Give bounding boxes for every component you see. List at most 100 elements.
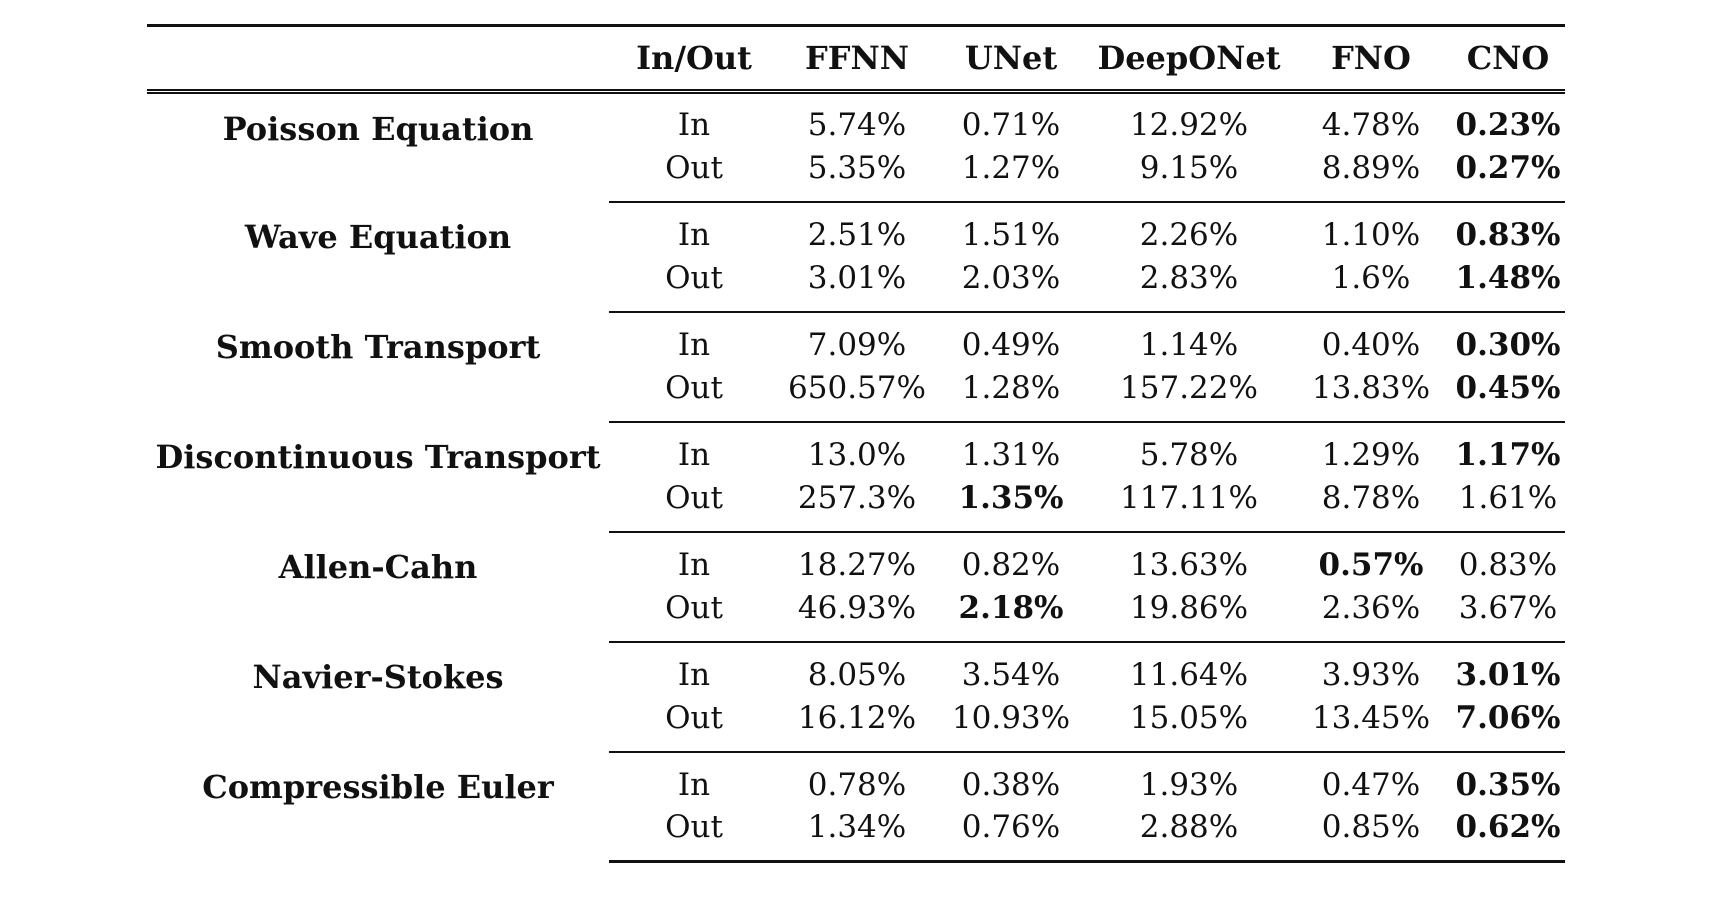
cell-ffnn: 2.51% — [807, 216, 907, 253]
split-label: In — [677, 546, 711, 583]
benchmark-name: Navier-Stokes — [252, 657, 504, 696]
header-fno: FNO — [1291, 24, 1451, 94]
cell-ffnn: 8.05% — [807, 656, 907, 693]
cell-unet: 1.31% — [961, 436, 1061, 473]
cell-unet: 0.76% — [935, 804, 1087, 863]
table-row: Out 5.35% 1.27% 9.15% 8.89% 0.27% — [147, 144, 1565, 203]
cell-deeponet: 1.14% — [1139, 326, 1239, 363]
split-label: In — [677, 436, 711, 473]
table-row: Poisson Equation In 5.74% 0.71% 12.92% 4… — [147, 92, 1565, 148]
cell-deeponet: 1.93% — [1139, 766, 1239, 803]
cell-fno: 1.6% — [1291, 254, 1451, 313]
cell-unet: 1.35% — [935, 474, 1087, 533]
benchmark-name: Poisson Equation — [222, 110, 534, 148]
cell-unet: 1.28% — [935, 364, 1087, 423]
table-row: Compressible Euler In 0.78% 0.38% 1.93% … — [147, 752, 1565, 806]
table-row: Allen-Cahn In 18.27% 0.82% 13.63% 0.57% … — [147, 532, 1565, 586]
benchmark-name: Wave Equation — [244, 217, 512, 256]
cell-unet: 0.49% — [961, 326, 1061, 363]
split-label: In — [677, 326, 711, 363]
cell-unet: 2.18% — [935, 584, 1087, 643]
table-row: Smooth Transport In 7.09% 0.49% 1.14% 0.… — [147, 312, 1565, 366]
cell-unet: 1.27% — [935, 144, 1087, 203]
cell-deeponet: 2.26% — [1139, 216, 1239, 253]
cell-ffnn: 7.09% — [807, 326, 907, 363]
cell-fno: 13.83% — [1291, 364, 1451, 423]
split-label: Out — [609, 694, 779, 753]
header-in-out: In/Out — [609, 24, 779, 94]
cell-fno: 8.78% — [1291, 474, 1451, 533]
header-cno: CNO — [1451, 24, 1565, 94]
cell-fno: 3.93% — [1321, 656, 1421, 693]
cell-fno: 1.29% — [1321, 436, 1421, 473]
cell-fno: 4.78% — [1321, 107, 1421, 144]
cell-unet: 10.93% — [935, 694, 1087, 753]
table-row: Out 257.3% 1.35% 117.11% 8.78% 1.61% — [147, 474, 1565, 533]
table-row: Out 46.93% 2.18% 19.86% 2.36% 3.67% — [147, 584, 1565, 643]
benchmark-name: Allen-Cahn — [278, 547, 478, 586]
cell-cno: 1.48% — [1451, 254, 1565, 313]
cell-cno: 0.62% — [1451, 804, 1565, 863]
header-ffnn: FFNN — [779, 24, 935, 94]
table-row: Discontinuous Transport In 13.0% 1.31% 5… — [147, 422, 1565, 476]
table-row: Navier-Stokes In 8.05% 3.54% 11.64% 3.93… — [147, 642, 1565, 696]
cell-deeponet: 157.22% — [1087, 364, 1291, 423]
cell-fno: 1.10% — [1321, 216, 1421, 253]
cell-cno: 0.30% — [1455, 326, 1561, 363]
benchmark-name: Smooth Transport — [215, 327, 541, 366]
cell-unet: 0.71% — [961, 107, 1061, 144]
cell-ffnn: 1.34% — [779, 804, 935, 863]
benchmark-name: Discontinuous Transport — [155, 437, 601, 476]
cell-deeponet: 2.83% — [1087, 254, 1291, 313]
cell-fno: 13.45% — [1291, 694, 1451, 753]
cell-deeponet: 13.63% — [1129, 546, 1249, 583]
cell-unet: 1.51% — [961, 216, 1061, 253]
cell-deeponet: 15.05% — [1087, 694, 1291, 753]
cell-fno: 0.85% — [1291, 804, 1451, 863]
header-row: In/Out FFNN UNet DeepONet FNO CNO — [147, 24, 1565, 94]
cell-ffnn: 46.93% — [779, 584, 935, 643]
cell-fno: 0.40% — [1321, 326, 1421, 363]
split-label: In — [677, 216, 711, 253]
cell-unet: 2.03% — [935, 254, 1087, 313]
split-label: Out — [609, 364, 779, 423]
cell-fno: 0.47% — [1321, 766, 1421, 803]
cell-cno: 3.67% — [1451, 584, 1565, 643]
cell-ffnn: 13.0% — [807, 436, 907, 473]
cell-fno: 0.57% — [1318, 546, 1424, 583]
cell-ffnn: 5.35% — [779, 144, 935, 203]
cell-ffnn: 3.01% — [779, 254, 935, 313]
cell-ffnn: 18.27% — [797, 546, 917, 583]
cell-deeponet: 5.78% — [1139, 436, 1239, 473]
cell-cno: 0.23% — [1455, 107, 1561, 144]
cell-ffnn: 0.78% — [807, 766, 907, 803]
results-table-container: In/Out FFNN UNet DeepONet FNO CNO Poisso… — [147, 24, 1565, 863]
cell-cno: 0.35% — [1455, 766, 1561, 803]
table-row: Wave Equation In 2.51% 1.51% 2.26% 1.10%… — [147, 202, 1565, 256]
cell-deeponet: 117.11% — [1087, 474, 1291, 533]
cell-cno: 0.83% — [1458, 546, 1558, 583]
cell-cno: 3.01% — [1455, 656, 1561, 693]
split-label: In — [677, 766, 711, 803]
split-label: Out — [609, 254, 779, 313]
cell-unet: 0.82% — [961, 546, 1061, 583]
cell-unet: 3.54% — [961, 656, 1061, 693]
table-row: Out 3.01% 2.03% 2.83% 1.6% 1.48% — [147, 254, 1565, 313]
cell-ffnn: 650.57% — [779, 364, 935, 423]
cell-fno: 8.89% — [1291, 144, 1451, 203]
cell-deeponet: 11.64% — [1129, 656, 1249, 693]
cell-ffnn: 257.3% — [779, 474, 935, 533]
header-deeponet: DeepONet — [1087, 24, 1291, 94]
cell-cno: 0.45% — [1451, 364, 1565, 423]
cell-deeponet: 9.15% — [1087, 144, 1291, 203]
cell-deeponet: 2.88% — [1087, 804, 1291, 863]
split-label: In — [677, 107, 711, 144]
results-table: In/Out FFNN UNet DeepONet FNO CNO Poisso… — [147, 24, 1565, 863]
cell-ffnn: 5.74% — [807, 107, 907, 144]
split-label: Out — [609, 584, 779, 643]
cell-ffnn: 16.12% — [779, 694, 935, 753]
cell-deeponet: 12.92% — [1129, 107, 1249, 144]
cell-cno: 0.83% — [1455, 216, 1561, 253]
split-label: Out — [609, 144, 779, 203]
split-label: Out — [609, 804, 779, 863]
